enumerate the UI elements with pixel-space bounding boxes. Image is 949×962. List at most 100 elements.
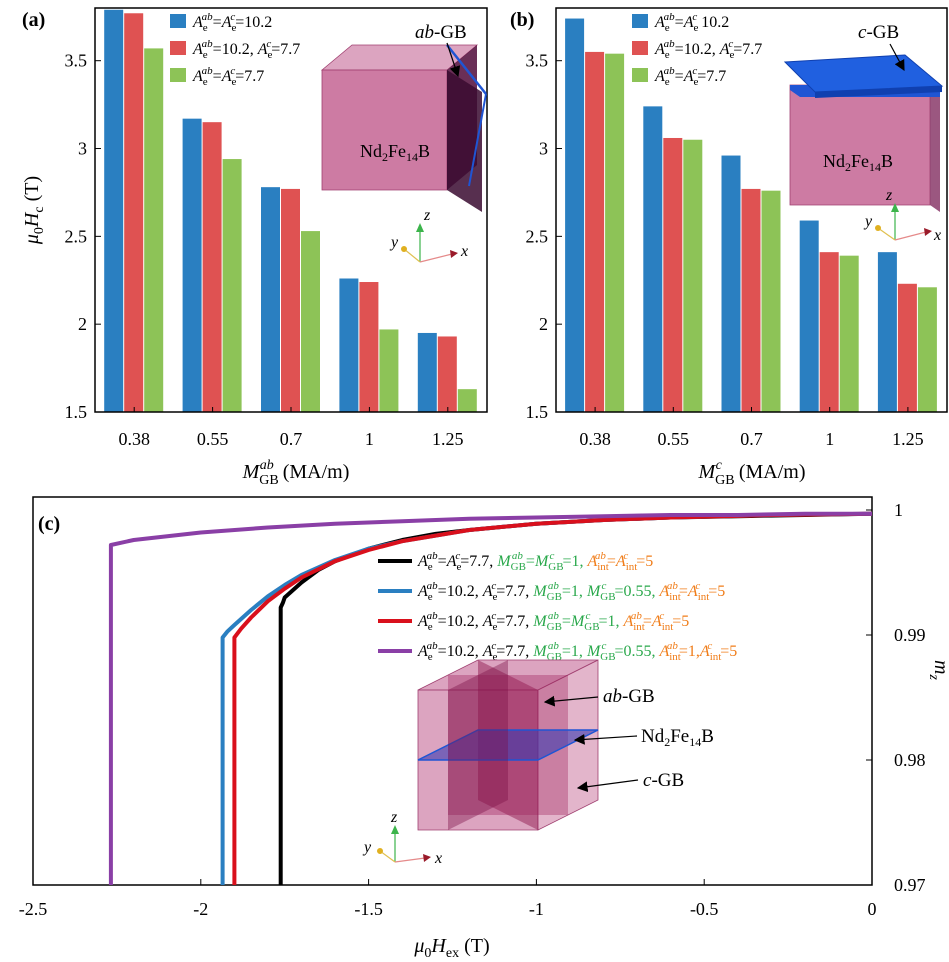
bar-a-blue-2 (261, 187, 280, 412)
gb-label-c-c: c-GB (643, 770, 684, 791)
x-tick-label-b-2: 0.7 (740, 429, 763, 449)
legend-entry-c-2: Aeab=10.2, Aec=7.7, MGBab =1, MGBc =0.55, … (417, 580, 725, 603)
legend-entry-a-3: Aeab=Aec=7.7 (192, 65, 264, 88)
bar-b-green-0 (605, 53, 625, 413)
lines-c (108, 511, 873, 885)
legend-a: Aeab=Aec=10.2 Aeab=10.2, Aec=7.7 Aeab=Ae… (170, 11, 300, 88)
legend-entry-c-4: Aeab=10.2, Aec=7.7, MGBab =1, MGBc =0.55, … (417, 640, 737, 663)
x-axis-label-c: μ0Hex (T) (413, 935, 489, 961)
panel-label-a: (a) (22, 9, 45, 31)
legend-swatch-blue-b (632, 14, 648, 28)
bar-b-green-1 (683, 139, 703, 412)
bar-a-blue-0 (104, 9, 124, 412)
bar-b-blue-1 (643, 106, 663, 412)
legend-b: Aeab=Aec 10.2 Aeab=10.2, Aec=7.7 Aeab=Ae… (632, 11, 762, 88)
legend-swatch-green (170, 68, 186, 82)
x-tick-label-b-3: 1 (825, 429, 834, 449)
bar-b-red-1 (663, 137, 683, 412)
y-axis-label-c: mz (926, 660, 949, 680)
axis-y-a: y (389, 234, 399, 251)
x-tick-label-b-0: 0.38 (579, 429, 611, 449)
bar-b-red-4 (897, 283, 917, 412)
axis-x-b: x (933, 227, 941, 244)
series-line-line_red (232, 511, 873, 885)
panel-a: 1.5 2 2.5 3 3.5 0.38 0.55 0.7 1 1.25 (a) μ0Hc (T… (21, 7, 488, 488)
bar-b-red-0 (585, 51, 605, 412)
bar-a-green-4 (457, 389, 477, 412)
bar-a-red-1 (202, 122, 222, 412)
bar-b-green-3 (839, 255, 859, 412)
axes-icon-c: z x y (362, 809, 442, 867)
bars-a (104, 9, 477, 413)
bar-a-green-2 (301, 231, 320, 412)
bar-b-red-2 (741, 188, 761, 412)
bar-a-blue-3 (339, 278, 359, 412)
x-tick-label-a-4: 1.25 (432, 429, 464, 449)
x-tick-label-a-3: 1 (365, 429, 374, 449)
x-axis-label-b: MGBc (MA/m) (697, 458, 805, 488)
material-label-a: Nd2Fe14B (360, 141, 430, 164)
bar-a-red-4 (437, 336, 457, 412)
y-tick-label-a-1: 2 (78, 314, 87, 334)
x-tick-label-b-1: 0.55 (658, 429, 690, 449)
axis-x-c: x (434, 850, 442, 867)
gb-label-a: ab-GB (415, 22, 467, 43)
x-tick-label-c-4: -0.5 (690, 899, 719, 919)
axis-z-a: z (423, 207, 431, 224)
bar-a-green-3 (379, 329, 399, 412)
legend-entry-a-1: Aeab=Aec=10.2 (192, 11, 272, 34)
cube-illustration-a: Nd2Fe14B ab-GB (320, 22, 487, 212)
legend-entry-c-3: Aeab=10.2, Aec=7.7, MGBab =MGBc =1, Aintab… (417, 610, 689, 633)
gb-label-c-ab: ab-GB (603, 686, 655, 707)
panel-c: -2.5 -2 -1.5 -1 -0.5 0 0.97 0.98 0.99 1 (c) μ0He… (19, 496, 949, 961)
x-ticks-b: 0.38 0.55 0.7 1 1.25 (579, 407, 924, 449)
legend-entry-b-2: Aeab=10.2, Aec=7.7 (654, 38, 762, 61)
bar-b-green-4 (917, 287, 937, 412)
legend-c: Aeab=Aec=7.7, MGBab =MGBc =1, Aintab=Aintc… (378, 550, 737, 663)
y-tick-label-b-3: 3 (539, 139, 548, 159)
y-tick-label-b-0: 1.5 (526, 402, 549, 422)
legend-entry-b-3: Aeab=Aec=7.7 (654, 65, 726, 88)
series-line-line_purple (108, 511, 872, 885)
bar-b-green-2 (761, 190, 781, 412)
axis-y-c: y (362, 839, 372, 856)
bar-a-blue-4 (417, 332, 437, 412)
y-tick-label-c-2: 0.99 (894, 625, 926, 645)
bar-b-blue-2 (721, 155, 741, 412)
x-ticks-a: 0.38 0.55 0.7 1 1.25 (118, 407, 464, 449)
y-axis-label-a: μ0Hc (T) (21, 176, 47, 245)
bar-a-red-3 (359, 282, 379, 412)
x-axis-label-a: MGBab (MA/m) (242, 458, 350, 488)
bar-b-blue-0 (565, 18, 585, 413)
bar-a-green-1 (222, 159, 242, 412)
material-label-b: Nd2Fe14B (823, 151, 893, 174)
bars-b (565, 18, 937, 413)
plot-frame-c (32, 496, 873, 886)
y-tick-label-a-2: 2.5 (65, 226, 88, 246)
y-tick-label-c-3: 1 (894, 500, 903, 520)
legend-entry-b-1: Aeab=Aec 10.2 (654, 11, 729, 34)
legend-swatch-blue (170, 14, 186, 28)
y-ticks-c: 0.97 0.98 0.99 1 (866, 500, 926, 895)
legend-entry-c-1: Aeab=Aec=7.7, MGBab =MGBc =1, Aintab=Aintc… (417, 550, 653, 573)
y-tick-label-b-1: 2 (539, 314, 548, 334)
x-ticks-c: -2.5 -2 -1.5 -1 -0.5 0 (19, 879, 877, 919)
y-tick-label-b-4: 3.5 (526, 51, 549, 71)
y-tick-label-a-0: 1.5 (65, 402, 88, 422)
bar-a-blue-1 (182, 118, 202, 413)
y-tick-label-c-1: 0.98 (894, 750, 926, 770)
legend-entry-a-2: Aeab=10.2, Aec=7.7 (192, 38, 300, 61)
legend-swatch-red (170, 41, 186, 55)
panel-b: 1.5 2 2.5 3 3.5 0.38 0.55 0.7 1 1.25 (b) MGBc (M… (510, 7, 948, 488)
axes-icon-a: z x y (389, 207, 468, 263)
axis-x-a: x (460, 243, 468, 260)
axis-y-b: y (863, 213, 873, 230)
bar-a-red-0 (124, 13, 144, 413)
x-tick-label-c-2: -1.5 (354, 899, 383, 919)
y-tick-label-a-3: 3 (78, 139, 87, 159)
x-tick-label-c-5: 0 (868, 899, 877, 919)
bar-b-blue-4 (877, 252, 897, 412)
cube-illustration-b: Nd2Fe14B c-GB (783, 22, 944, 212)
x-tick-label-a-2: 0.7 (280, 429, 303, 449)
